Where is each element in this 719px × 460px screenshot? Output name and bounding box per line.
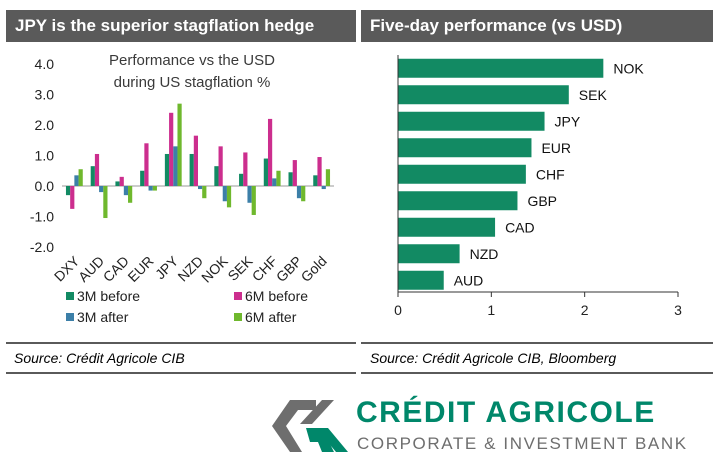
- bar: [398, 58, 604, 78]
- bar: [177, 103, 182, 186]
- left-chart-header: JPY is the superior stagflation hedge: [6, 10, 356, 42]
- bar: [222, 186, 227, 202]
- bar: [74, 175, 79, 186]
- divider-line: [6, 372, 356, 374]
- bar: [313, 175, 318, 186]
- x-tick-label: 1: [487, 302, 495, 318]
- bar: [398, 138, 532, 158]
- bar: [272, 178, 277, 186]
- bar: [115, 181, 120, 186]
- y-tick-label: -2.0: [30, 239, 54, 255]
- bar: [173, 146, 178, 186]
- bar: [398, 111, 545, 131]
- bar: [169, 112, 174, 186]
- bar: [321, 186, 326, 190]
- bar: [140, 170, 145, 186]
- legend-swatch: [66, 313, 74, 321]
- legend-swatch: [234, 292, 242, 300]
- bar: [198, 186, 203, 190]
- y-tick-label: -1.0: [30, 209, 54, 225]
- bar-category-label: JPY: [555, 113, 581, 129]
- bar: [65, 186, 71, 196]
- bar: [239, 173, 244, 186]
- x-tick-label: 0: [394, 302, 402, 318]
- bar: [148, 186, 153, 191]
- bar-category-label: EUR: [541, 140, 571, 156]
- bar: [267, 118, 273, 186]
- y-tick-label: 2.0: [35, 117, 55, 133]
- bar: [398, 270, 444, 290]
- divider-line: [6, 342, 356, 344]
- bar-category-label: AUD: [454, 272, 484, 288]
- bar: [144, 143, 149, 186]
- bar: [218, 146, 223, 186]
- bar-category-label: GBP: [527, 193, 557, 209]
- bar: [301, 186, 306, 202]
- legend-label: 6M after: [245, 309, 297, 325]
- bar: [296, 186, 302, 199]
- divider-line: [361, 372, 713, 374]
- bar: [164, 153, 170, 186]
- x-tick-label: 2: [581, 302, 589, 318]
- logo-wordmark: CRÉDIT AGRICOLE: [356, 396, 656, 429]
- legend-label: 3M after: [77, 309, 129, 325]
- divider-line: [361, 342, 713, 344]
- bar: [128, 186, 133, 203]
- logo-tagline: CORPORATE & INVESTMENT BANK: [357, 434, 688, 453]
- bar: [398, 191, 518, 211]
- chart-subtitle-line2: during US stagflation %: [114, 74, 271, 91]
- bar-category-label: NZD: [470, 246, 499, 262]
- bar: [317, 157, 322, 186]
- credit-agricole-emblem-icon: [272, 400, 348, 452]
- legend-swatch: [66, 292, 74, 300]
- bar-category-label: NOK: [613, 60, 644, 76]
- bar: [247, 186, 252, 203]
- bar: [99, 186, 104, 193]
- bar: [189, 153, 194, 186]
- bar: [398, 217, 496, 237]
- bar: [123, 186, 129, 196]
- y-tick-label: 3.0: [35, 87, 55, 103]
- legend-label: 3M before: [77, 288, 140, 304]
- bar: [398, 244, 460, 264]
- y-tick-label: 1.0: [35, 148, 55, 164]
- bar: [398, 85, 569, 105]
- bar: [78, 169, 83, 186]
- bar-category-label: CAD: [505, 219, 535, 235]
- left-source-note: Source: Crédit Agricole CIB: [14, 350, 185, 366]
- bar: [70, 186, 75, 209]
- y-tick-label: 0.0: [35, 178, 55, 194]
- credit-agricole-logo: CRÉDIT AGRICOLE CORPORATE & INVESTMENT B…: [270, 396, 715, 458]
- bar: [276, 170, 281, 186]
- bar: [103, 186, 108, 219]
- legend-label: 6M before: [245, 288, 308, 304]
- bar: [325, 169, 331, 186]
- bar: [288, 172, 293, 186]
- bar: [152, 186, 157, 191]
- bar-category-label: SEK: [579, 87, 608, 103]
- bar: [202, 186, 207, 199]
- bar: [398, 164, 526, 184]
- bar: [243, 152, 248, 186]
- bar: [214, 166, 219, 186]
- bar: [263, 158, 268, 186]
- x-tick-label: 3: [674, 302, 682, 318]
- legend-swatch: [234, 313, 242, 321]
- chart-subtitle-line1: Performance vs the USD: [109, 52, 275, 69]
- y-tick-label: 4.0: [35, 56, 55, 72]
- bar: [94, 153, 100, 186]
- right-source-note: Source: Crédit Agricole CIB, Bloomberg: [370, 350, 617, 366]
- bar: [226, 186, 232, 208]
- bar-category-label: CHF: [536, 166, 565, 182]
- bar: [251, 186, 256, 215]
- bar: [193, 135, 198, 186]
- right-chart-header: Five-day performance (vs USD): [361, 10, 713, 42]
- bar: [119, 176, 124, 186]
- bar: [292, 160, 297, 186]
- bar: [90, 166, 95, 186]
